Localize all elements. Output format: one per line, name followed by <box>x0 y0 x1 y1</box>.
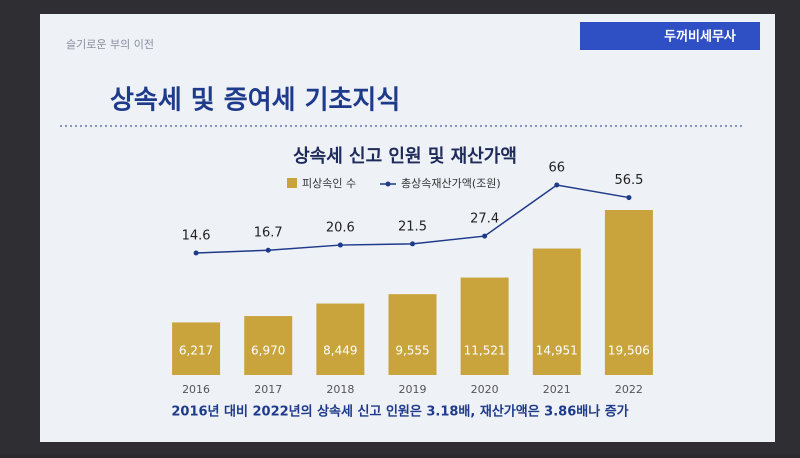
legend-swatch <box>287 178 297 188</box>
line-value-label: 66 <box>549 161 566 176</box>
bar <box>172 322 221 375</box>
legend-label: 피상속인 수 <box>302 177 356 190</box>
bar-value-label: 8,449 <box>323 344 357 358</box>
line-point <box>337 242 343 248</box>
bar <box>460 277 509 375</box>
bar-value-label: 6,217 <box>179 344 213 358</box>
bar <box>244 316 293 375</box>
legend-dot <box>385 181 391 187</box>
slide-title: 상속세 및 증여세 기초지식 <box>110 86 400 116</box>
x-tick-label: 2018 <box>326 383 354 396</box>
logo: 두꺼비세무사 <box>664 29 736 45</box>
x-tick-label: 2022 <box>615 383 643 396</box>
x-tick-label: 2020 <box>471 383 499 396</box>
line-value-label: 21.5 <box>398 219 427 234</box>
bar <box>316 303 365 375</box>
line-value-label: 16.7 <box>254 226 283 241</box>
logo-band <box>580 22 760 50</box>
line-value-label: 14.6 <box>182 229 211 244</box>
bar-value-label: 19,506 <box>608 344 650 358</box>
bar <box>388 294 437 375</box>
x-tick-label: 2021 <box>543 383 571 396</box>
line-value-label: 56.5 <box>614 173 643 188</box>
bar-value-label: 9,555 <box>395 344 429 358</box>
line-point <box>410 241 415 247</box>
x-tick-label: 2017 <box>254 383 282 396</box>
bar <box>532 248 581 375</box>
chart-title: 상속세 신고 인원 및 재산가액 <box>293 146 517 167</box>
line-value-label: 20.6 <box>326 221 355 236</box>
line-value-label: 27.4 <box>470 212 499 227</box>
x-tick-label: 2019 <box>399 383 427 396</box>
line-point <box>193 250 199 256</box>
bar <box>604 210 653 375</box>
bar-value-label: 11,521 <box>464 344 506 358</box>
line-point <box>554 182 560 188</box>
bar-value-label: 6,970 <box>251 344 285 358</box>
legend-label: 총상속재산가액(조원) <box>401 177 501 190</box>
line-point <box>482 233 488 239</box>
bar-value-label: 14,951 <box>536 344 578 358</box>
x-tick-label: 2016 <box>182 383 210 396</box>
footer-note: 2016년 대비 2022년의 상속세 신고 인원은 3.18배, 재산가액은 … <box>171 404 628 420</box>
line-point <box>626 195 632 201</box>
line-point <box>265 247 271 253</box>
section-label: 슬기로운 부의 이전 <box>66 38 154 51</box>
